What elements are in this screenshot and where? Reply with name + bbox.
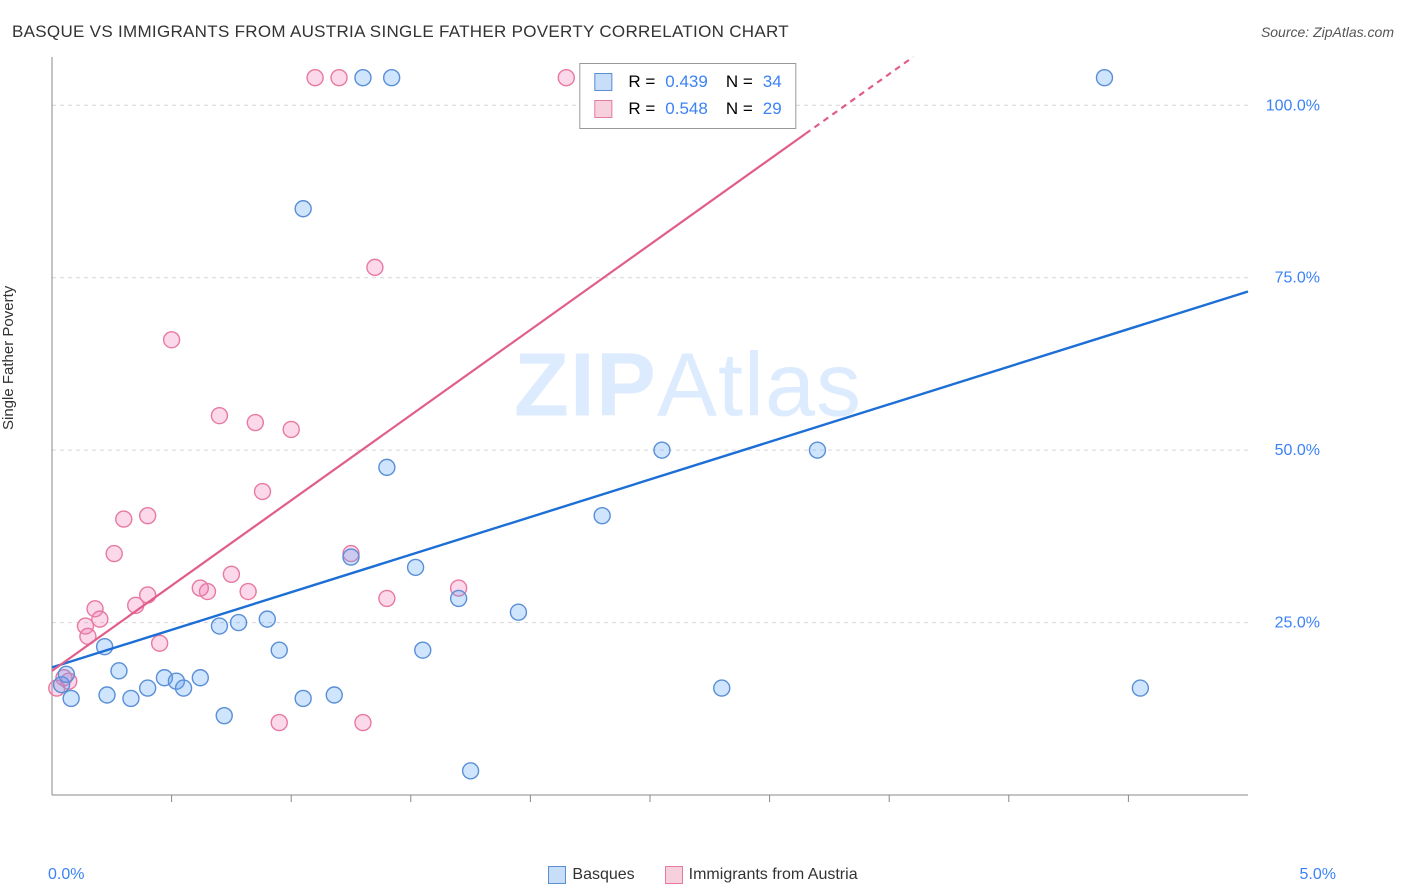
source-credit: Source: ZipAtlas.com [1261, 24, 1394, 40]
xlegend-swatch-austria [665, 866, 683, 884]
legend-swatch-austria [594, 100, 612, 118]
svg-text:25.0%: 25.0% [1275, 615, 1320, 632]
legend-n-label: N = [726, 68, 753, 95]
svg-text:75.0%: 75.0% [1275, 270, 1320, 287]
source-label: Source: [1261, 24, 1313, 40]
chart-title: BASQUE VS IMMIGRANTS FROM AUSTRIA SINGLE… [12, 22, 789, 42]
legend-row-austria: R = 0.548 N = 29 [594, 95, 781, 122]
xlegend-swatch-basques [548, 866, 566, 884]
source-name: ZipAtlas.com [1313, 24, 1394, 40]
x-axis-legend: Basques Immigrants from Austria [0, 866, 1406, 884]
y-axis-label: Single Father Poverty [0, 286, 17, 430]
legend-swatch-basques [594, 73, 612, 91]
xlegend-label-basques: Basques [572, 866, 634, 883]
svg-text:100.0%: 100.0% [1266, 97, 1320, 114]
legend-r-basques: 0.439 [665, 68, 708, 95]
title-bar: BASQUE VS IMMIGRANTS FROM AUSTRIA SINGLE… [12, 22, 1394, 42]
svg-text:50.0%: 50.0% [1275, 442, 1320, 459]
xlegend-label-austria: Immigrants from Austria [689, 866, 858, 883]
legend-n-austria: 29 [763, 95, 782, 122]
legend-r-austria: 0.548 [665, 95, 708, 122]
legend-row-basques: R = 0.439 N = 34 [594, 68, 781, 95]
legend-n-basques: 34 [763, 68, 782, 95]
xlegend-item-basques: Basques [548, 866, 634, 884]
correlation-legend: R = 0.439 N = 34 R = 0.548 N = 29 [579, 63, 796, 129]
xlegend-item-austria: Immigrants from Austria [665, 866, 858, 884]
chart-svg: 25.0% 50.0% 75.0% 100.0% [48, 55, 1328, 825]
chart-plot-area: 25.0% 50.0% 75.0% 100.0% R = 0.439 N = 34 R… [48, 55, 1328, 825]
legend-r-label: R = [628, 95, 655, 122]
legend-n-label: N = [726, 95, 753, 122]
legend-r-label: R = [628, 68, 655, 95]
